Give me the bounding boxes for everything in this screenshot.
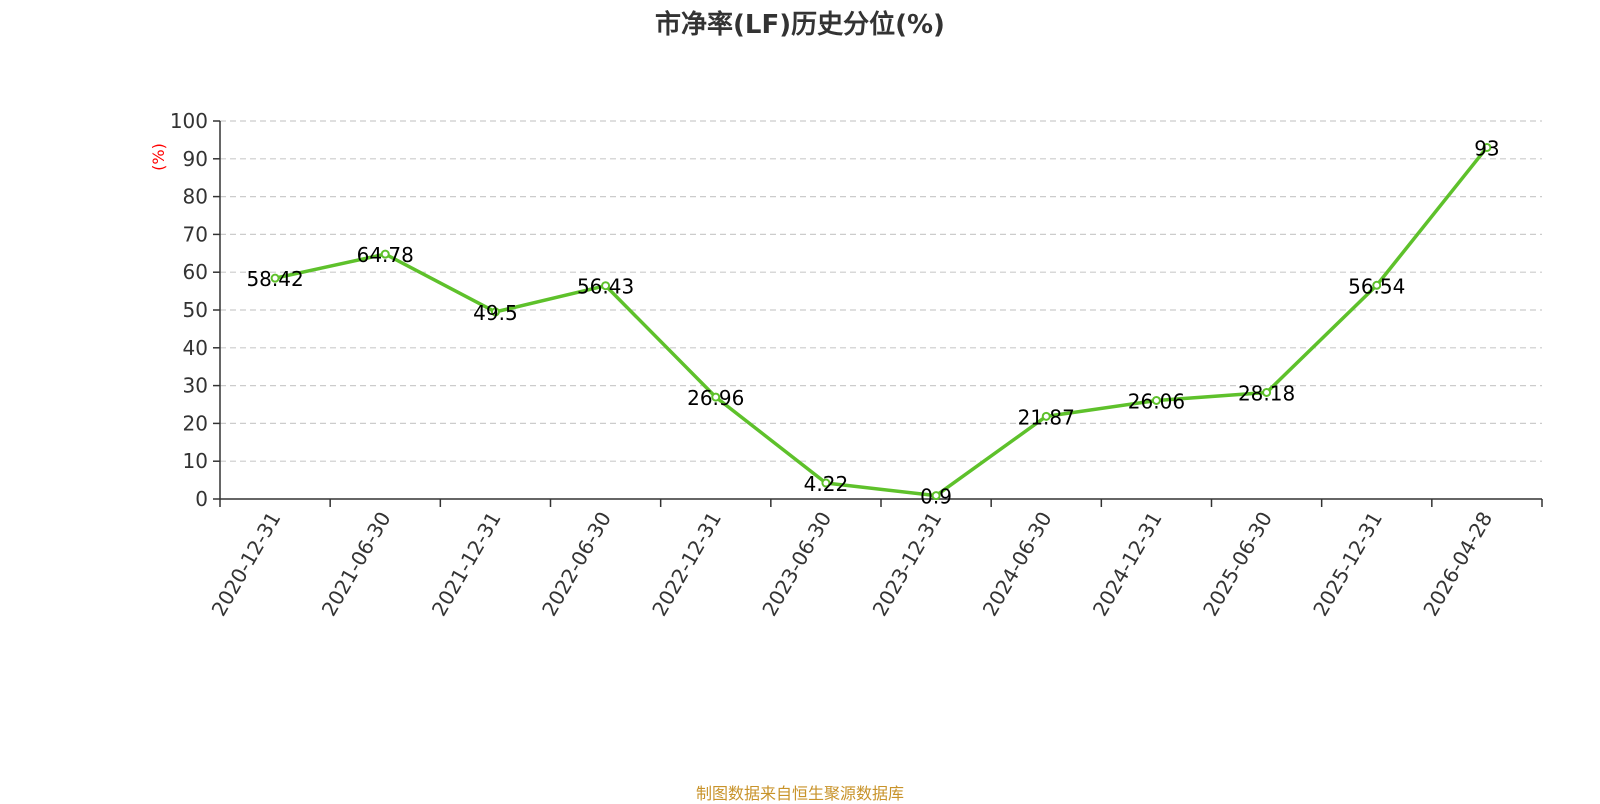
data-label: 58.42 xyxy=(246,267,303,291)
x-tick-label: 2025-06-30 xyxy=(1198,508,1277,621)
chart-title: 市净率(LF)历史分位(%) xyxy=(655,10,945,40)
data-point xyxy=(601,281,611,291)
data-point xyxy=(1372,280,1382,290)
x-tick-label: 2026-04-28 xyxy=(1418,508,1497,621)
data-point xyxy=(1262,387,1272,397)
data-label: 21.87 xyxy=(1018,405,1075,429)
data-label: 56.43 xyxy=(577,275,634,299)
data-label: 0.9 xyxy=(920,485,952,509)
axes: 0 10 20 30 40 50 60 70 80 90 100(%) 2020-12-31 2021-… xyxy=(149,109,1543,621)
y-axis-label: (%) xyxy=(149,143,168,171)
data-point xyxy=(931,491,941,501)
data-label: 28.18 xyxy=(1238,381,1295,405)
y-tick-label: 20 xyxy=(183,411,208,435)
series-line xyxy=(274,146,1489,498)
data-point xyxy=(821,478,831,488)
x-tick-label: 2020-12-31 xyxy=(207,508,286,621)
x-tick-label: 2022-06-30 xyxy=(537,508,616,621)
y-tick-label: 50 xyxy=(183,298,208,322)
data-label: 26.96 xyxy=(687,386,744,410)
data-point xyxy=(1041,411,1051,421)
data-label: 26.06 xyxy=(1128,389,1185,413)
x-tick-label: 2021-12-31 xyxy=(427,508,506,621)
data-point xyxy=(490,307,500,317)
y-tick-label: 100 xyxy=(170,109,208,133)
data-point xyxy=(711,392,721,402)
x-tick-label: 2024-12-31 xyxy=(1088,508,1167,621)
data-labels: 58.42 64.78 49.5 56.43 26.96 4.22 0.9 21.87 26.0… xyxy=(246,136,1499,508)
data-point xyxy=(1151,395,1161,405)
y-tick-label: 30 xyxy=(183,374,208,398)
x-tick-label: 2021-06-30 xyxy=(317,508,396,621)
data-point xyxy=(270,273,280,283)
y-tick-label: 80 xyxy=(183,185,208,209)
x-tick-label: 2023-12-31 xyxy=(868,508,947,621)
data-label: 49.5 xyxy=(473,301,518,325)
x-tick-label: 2025-12-31 xyxy=(1308,508,1387,621)
x-tick-label: 2022-12-31 xyxy=(647,508,726,621)
data-point xyxy=(380,249,390,259)
y-tick-label: 60 xyxy=(183,260,208,284)
gridlines xyxy=(220,120,1542,462)
series xyxy=(270,142,1492,501)
y-tick-label: 40 xyxy=(183,336,208,360)
data-point xyxy=(1482,142,1492,152)
x-tick-label: 2024-06-30 xyxy=(978,508,1057,621)
y-tick-label: 10 xyxy=(183,449,208,473)
data-label: 64.78 xyxy=(357,243,414,267)
data-label: 93 xyxy=(1474,136,1499,160)
y-tick-label: 0 xyxy=(195,487,208,511)
data-label: 4.22 xyxy=(804,472,849,496)
y-tick-label: 90 xyxy=(183,147,208,171)
x-tick-label: 2023-06-30 xyxy=(757,508,836,621)
y-tick-label: 70 xyxy=(183,222,208,246)
source-note: 制图数据来自恒生聚源数据库 xyxy=(695,784,904,803)
data-label: 56.54 xyxy=(1348,274,1405,298)
